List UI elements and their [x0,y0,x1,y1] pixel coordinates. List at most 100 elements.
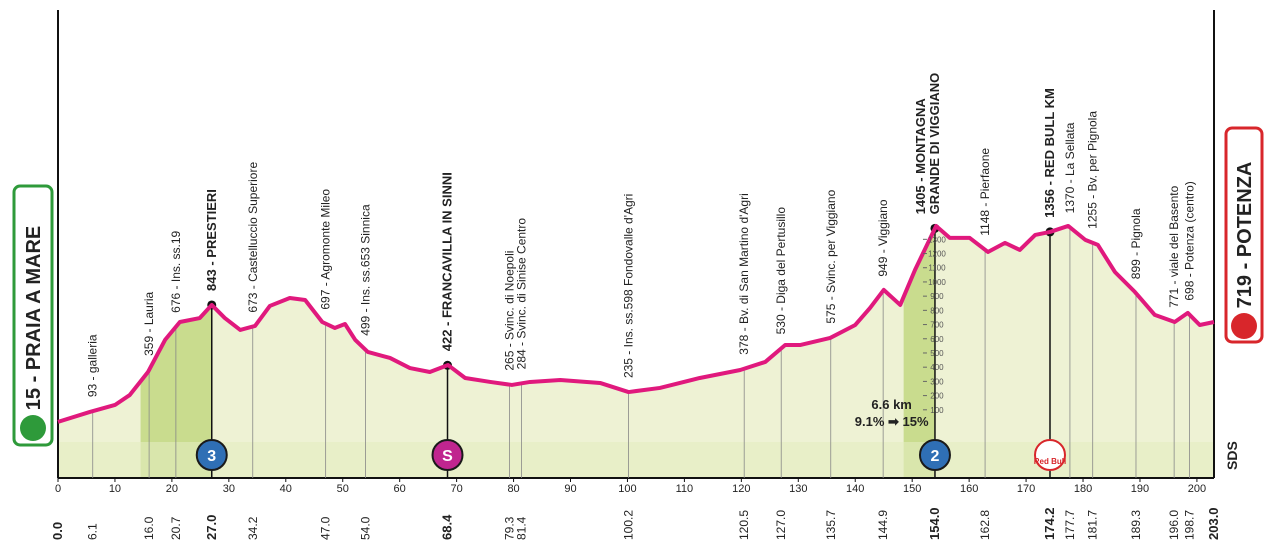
waypoint-label: 378 - Bv. di San Martino d'Agri [737,193,751,354]
badge [195,439,228,471]
km-label: 154.0 [927,507,942,540]
y-tick-label: 700 [930,321,944,330]
x-tick-label: 40 [280,483,292,495]
km-label: 16.0 [142,516,156,540]
km-label: 79.3 [503,516,517,540]
waypoint-label: 1356 - RED BULL KM [1042,88,1057,218]
km-label: 135.7 [824,510,838,540]
x-tick-label: 20 [166,483,178,495]
x-tick-label: 50 [337,483,349,495]
km-label: 81.4 [515,516,529,540]
waypoint-label: 698 - Potenza (centro) [1183,181,1197,300]
waypoint-label: 530 - Diga del Pertusillo [774,207,788,335]
km-label: 120.5 [737,510,751,540]
finish-label: 719 - POTENZA [1234,162,1256,309]
waypoint-label: 422 - FRANCAVILLA IN SINNI [440,172,455,351]
km-label: 162.8 [978,510,992,540]
km-label: 203.0 [1206,507,1221,540]
start-icon [20,415,46,441]
y-tick-label: 200 [930,392,944,401]
y-tick-label: 800 [930,306,944,315]
x-tick-label: 10 [109,483,121,495]
km-label: 54.0 [359,516,373,540]
waypoint-label: 1148 - Pierfaone [978,148,992,236]
badge [1033,439,1066,471]
start-box [12,184,54,447]
badge-label: Red Bull [1034,457,1066,466]
waypoint-label: GRANDE DI VIGGIANO [927,73,942,215]
waypoint-label: 93 - galleria [86,334,100,397]
x-tick-label: 140 [846,483,864,495]
profile-area [58,225,1214,478]
km-label: 100.2 [622,510,636,540]
profile-line [57,223,1215,424]
badge-label: 3 [207,448,216,465]
km-label: 0.0 [50,522,65,540]
x-tick-label: 180 [1074,483,1092,495]
x-tick-label: 150 [903,483,921,495]
logo: SDS [1224,441,1240,470]
waypoint-label: 676 - Ins. ss.19 [169,230,183,312]
x-tick-label: 70 [450,483,462,495]
km-label: 20.7 [169,516,183,540]
y-tick-label: 100 [930,406,944,415]
km-label: 198.7 [1183,510,1197,540]
waypoint-label: 359 - Lauria [142,292,156,356]
badge-label: S [442,448,453,465]
km-label: 144.9 [876,510,890,540]
x-tick-label: 120 [732,483,750,495]
y-tick-label: 400 [930,363,944,372]
waypoint-label: 949 - Viggiano [876,199,890,277]
y-tick-label: 300 [930,377,944,386]
badge [431,439,464,471]
km-label: 68.4 [440,514,455,540]
plot: 0 10 20 30 40 50 60 70 80 90 100 110 120 130 140 150 160… [50,10,1221,540]
waypoint-label: 697 - Agromonte Mileo [319,189,333,310]
waypoint-label: 499 - Ins. ss.653 Sinnica [359,204,373,336]
waypoint-label: 1405 - MONTAGNA [913,98,928,215]
x-tick-label: 30 [223,483,235,495]
climb-note: 6.6 km [871,397,911,412]
y-tick-label: 500 [930,349,944,358]
x-tick-label: 100 [618,483,636,495]
waypoint-label: 235 - Ins. ss.598 Fondovalle d'Agri [622,194,636,378]
km-label: 34.2 [246,516,260,540]
finish-box [1224,126,1264,344]
waypoint-label: 771 - viale del Basento [1167,185,1181,307]
x-tick-label: 200 [1188,483,1206,495]
x-tick-label: 170 [1017,483,1035,495]
waypoint-label: 843 - PRESTIERI [204,189,219,291]
km-label: 196.0 [1167,510,1181,540]
km-label: 27.0 [204,515,219,540]
badge-label: 2 [931,448,940,465]
km-label: 6.1 [86,523,100,540]
start-label: 15 - PRAIA A MARE [23,226,45,410]
y-tick-label: 1100 [928,264,946,273]
y-tick-label: 1300 [928,235,946,244]
x-tick-label: 190 [1131,483,1149,495]
x-tick-label: 110 [676,483,694,495]
km-label: 181.7 [1086,510,1100,540]
y-tick-label: 1000 [928,278,946,287]
x-tick-label: 60 [394,483,406,495]
waypoint-label: 1255 - Bv. per Pignola [1086,111,1100,229]
y-tick-label: 900 [930,292,944,301]
road-strip [58,442,1214,478]
km-label: 189.3 [1129,510,1143,540]
x-tick-label: 0 [55,483,61,495]
km-label: 177.7 [1063,510,1077,540]
waypoint-label: 284 - Svinc. di Sinise Centro [515,218,529,370]
y-tick-label: 1200 [928,250,946,259]
waypoint-label: 265 - Svinc. di Noepoli [503,251,517,371]
waypoint-label: 575 - Svinc. per Viggiano [824,189,838,323]
x-tick-label: 90 [564,483,576,495]
km-label: 47.0 [319,516,333,540]
y-tick-label: 600 [930,335,944,344]
x-tick-label: 160 [960,483,978,495]
finish-icon [1231,313,1257,339]
x-tick-label: 80 [507,483,519,495]
waypoint-label: 1370 - La Sellata [1063,122,1077,213]
km-label: 127.0 [774,510,788,540]
